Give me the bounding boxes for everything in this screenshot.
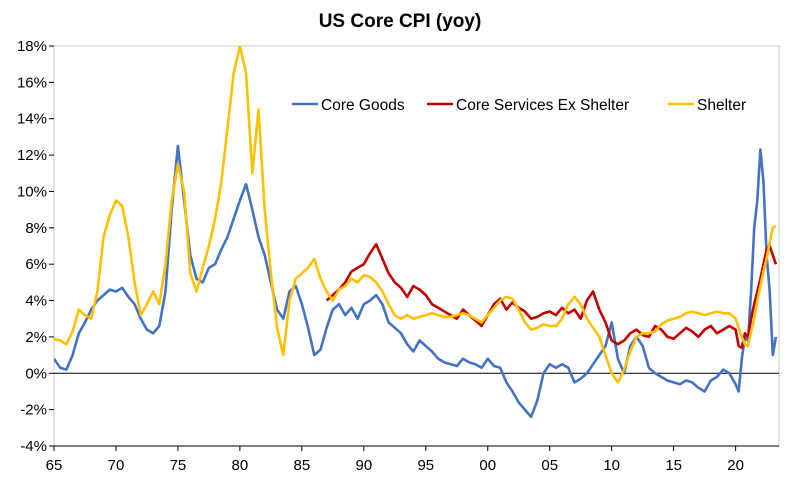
y-tick-label: 10% (17, 183, 47, 200)
y-tick-label: 6% (25, 256, 47, 273)
y-tick-label: -2% (20, 402, 47, 419)
legend-label: Core Services Ex Shelter (456, 97, 629, 114)
x-tick-label: 00 (479, 457, 496, 474)
plot-area-border (53, 45, 780, 447)
y-tick-label: 2% (25, 329, 47, 346)
x-tick-label: 95 (417, 457, 434, 474)
series-line-core-services-ex-shelter (325, 242, 778, 350)
y-tick-label: 4% (25, 293, 47, 310)
y-axis: -4% -2% 0% 2% 4% 6% 8% 10% 12% 14% 16% 18% (17, 38, 54, 455)
x-tick-label: 70 (108, 457, 125, 474)
x-tick-label: 90 (355, 457, 372, 474)
x-tick-label: 15 (665, 457, 682, 474)
x-axis: 65 70 75 80 85 90 95 00 05 10 15 20 (46, 445, 779, 474)
legend: Core Goods Core Services Ex Shelter Shelte… (292, 97, 746, 114)
x-tick-label: 80 (232, 457, 249, 474)
legend-label: Core Goods (321, 97, 405, 114)
y-tick-label: 8% (25, 220, 47, 237)
y-tick-label: 0% (25, 365, 47, 382)
y-tick-label: 18% (17, 38, 47, 55)
x-tick-label: 65 (46, 457, 63, 474)
x-tick-label: 85 (294, 457, 311, 474)
x-tick-label: 20 (727, 457, 744, 474)
y-tick-label: 16% (17, 74, 47, 91)
y-tick-label: 14% (17, 111, 47, 128)
legend-label: Shelter (697, 97, 746, 114)
y-tick-label: 12% (17, 147, 47, 164)
series-layer (54, 46, 778, 419)
x-tick-label: 05 (541, 457, 558, 474)
x-tick-label: 75 (170, 457, 187, 474)
series-line-shelter (54, 46, 777, 384)
chart-title: US Core CPI (yoy) (319, 11, 482, 32)
x-tick-label: 10 (603, 457, 620, 474)
y-tick-label: -4% (20, 438, 47, 455)
